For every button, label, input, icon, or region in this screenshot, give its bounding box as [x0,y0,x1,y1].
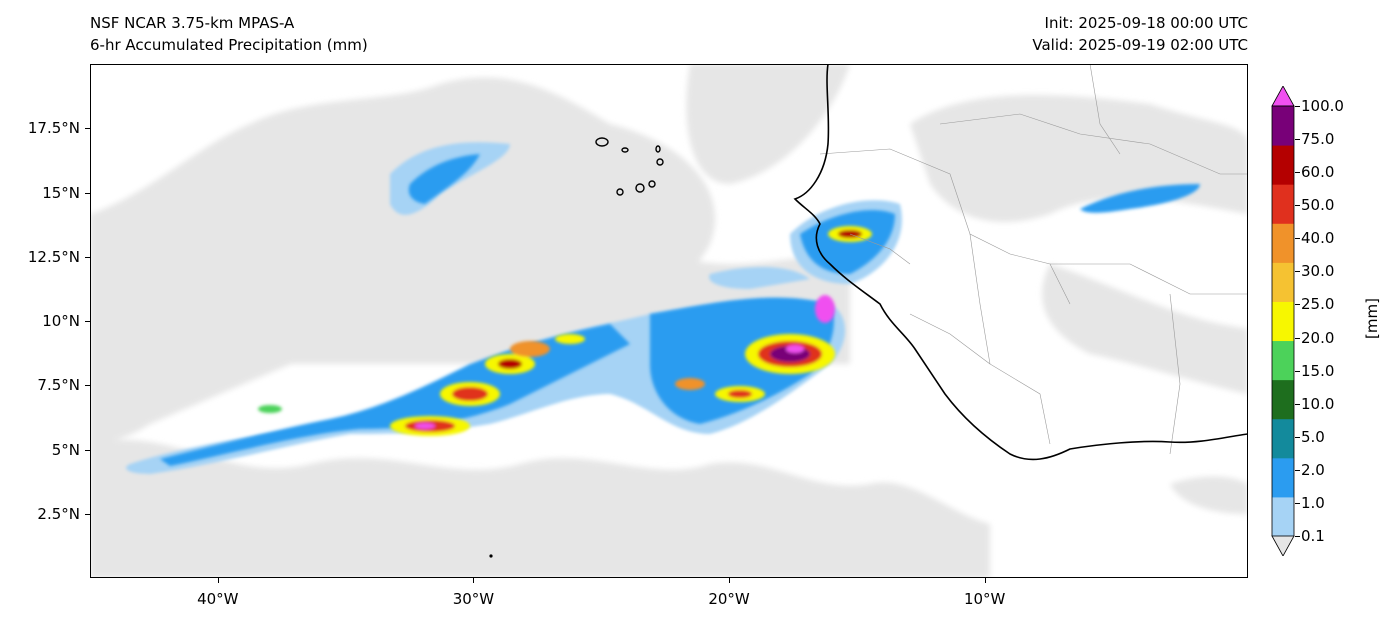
lon-tick-mark [473,578,475,583]
colorbar-tick-mark [1295,172,1300,174]
colorbar-tick-label: 10.0 [1301,394,1335,413]
lat-tick-label: 17.5°N [27,119,80,138]
colorbar-bin [1272,379,1294,420]
colorbar-bin [1272,106,1294,146]
lat-tick-label: 12.5°N [27,247,80,266]
lat-tick-mark [85,385,90,387]
colorbar-outline [1271,105,1295,537]
colorbar-tick-mark [1295,536,1300,537]
init-time: Init: 2025-09-18 00:00 UTC [1044,14,1248,32]
colorbar-tick-mark [1295,205,1300,207]
colorbar-tick-label: 100.0 [1301,97,1344,115]
lat-tick-mark [85,321,90,322]
lat-tick-label: 15°N [42,183,80,202]
lon-tick-mark [217,578,219,583]
map-canvas [90,64,1248,578]
lat-tick-mark [85,256,90,258]
lon-tick-label: 10°W [963,590,1006,608]
colorbar-tick-label: 75.0 [1301,130,1335,149]
lat-tick-mark [85,449,90,451]
colorbar-tick-label: 15.0 [1301,361,1335,380]
colorbar-tick-label: 50.0 [1301,196,1335,215]
valid-time: Valid: 2025-09-19 02:00 UTC [1032,36,1248,54]
lon-tick-mark [729,578,731,583]
lon-tick-label: 30°W [452,590,495,608]
colorbar-bin [1272,496,1294,537]
colorbar-tick-mark [1295,370,1300,372]
colorbar-tick-mark [1295,106,1300,107]
colorbar-tick-label: 5.0 [1301,427,1325,446]
lon-tick-label: 40°W [197,590,239,608]
colorbar-bin [1272,184,1294,224]
country-borders [819,64,1248,455]
colorbar-tick-mark [1295,469,1300,471]
lon-tick-mark [984,578,986,583]
colorbar-tick-mark [1295,403,1300,405]
colorbar-bin [1272,301,1294,342]
colorbar-tick-label: 0.1 [1301,527,1325,545]
colorbar-tick-mark [1295,337,1300,339]
colorbar-bin [1272,262,1294,302]
island-dot [489,554,493,558]
colorbar-tick-mark [1295,436,1300,438]
colorbar-min-extension [1271,535,1295,556]
colorbar-tick-label: 25.0 [1301,295,1335,314]
colorbar-tick-mark [1295,271,1300,273]
colorbar-tick-label: 40.0 [1301,229,1335,248]
colorbar-tick-label: 20.0 [1301,328,1335,347]
colorbar-bin [1272,223,1294,263]
colorbar-tick-mark [1295,139,1300,141]
colorbar-bin [1272,418,1294,459]
lon-tick-label: 20°W [708,590,750,608]
lat-tick-label: 5°N [51,440,80,459]
colorbar-bin [1272,145,1294,185]
precipitation-map[interactable] [90,64,1248,578]
colorbar-tick-label: 2.0 [1301,460,1325,479]
cape-verde-islands [595,137,664,196]
colorbar-unit: [mm] [1363,298,1381,339]
lat-tick-mark [85,513,90,515]
colorbar-bin [1272,457,1294,498]
colorbar-tick-mark [1295,502,1300,504]
colorbar-max-extension [1271,86,1295,107]
colorbar [1271,86,1295,556]
lat-tick-mark [85,192,90,194]
colorbar-tick-label: 1.0 [1301,493,1325,512]
precip-heavy-cores [258,226,872,436]
colorbar-bin [1272,340,1294,381]
colorbar-tick-label: 60.0 [1301,163,1335,182]
colorbar-tick-label: 30.0 [1301,262,1335,281]
coastline [793,64,1248,461]
lat-tick-label: 10°N [42,312,80,330]
lat-tick-label: 7.5°N [37,376,80,395]
model-title: NSF NCAR 3.75-km MPAS-A [90,14,295,32]
colorbar-tick-mark [1295,238,1300,240]
field-title: 6-hr Accumulated Precipitation (mm) [90,36,368,54]
lat-tick-label: 2.5°N [37,504,80,523]
lat-tick-mark [85,128,90,130]
colorbar-tick-mark [1295,304,1300,306]
